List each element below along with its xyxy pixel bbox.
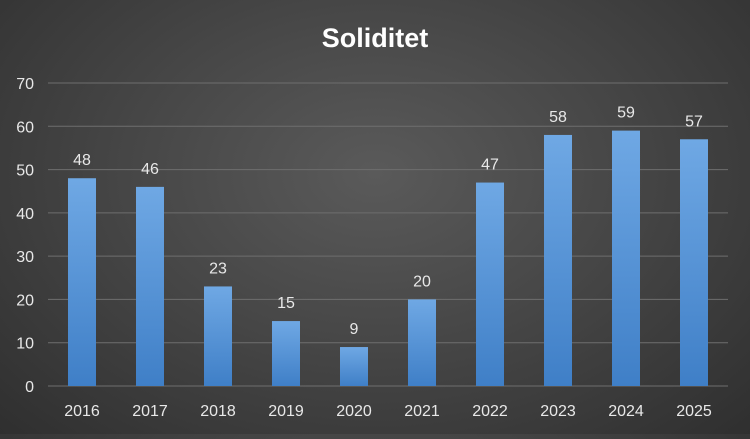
x-tick-label-2023: 2023 <box>540 403 576 420</box>
data-label-2021: 20 <box>413 273 431 290</box>
x-tick-label-2022: 2022 <box>472 403 508 420</box>
bar-2022 <box>476 182 504 386</box>
data-label-2018: 23 <box>209 260 227 277</box>
y-tick-label: 70 <box>16 76 34 93</box>
y-tick-label: 60 <box>16 119 34 136</box>
x-tick-label-2018: 2018 <box>200 403 236 420</box>
chart-title: Soliditet <box>322 23 429 53</box>
x-tick-label-2024: 2024 <box>608 403 644 420</box>
data-label-2025: 57 <box>685 113 703 130</box>
data-label-2017: 46 <box>141 161 159 178</box>
bar-2018 <box>204 286 232 386</box>
bar-2021 <box>408 299 436 386</box>
x-tick-label-2020: 2020 <box>336 403 372 420</box>
bar-2024 <box>612 130 640 386</box>
bars <box>68 130 708 386</box>
y-tick-label: 30 <box>16 249 34 266</box>
data-labels: 48 46 23 15 9 20 47 58 59 57 <box>73 105 703 338</box>
data-label-2024: 59 <box>617 105 635 122</box>
y-tick-label: 0 <box>25 379 34 396</box>
bar-2017 <box>136 186 164 386</box>
data-label-2016: 48 <box>73 152 91 169</box>
y-tick-label: 20 <box>16 292 34 309</box>
bar-2023 <box>544 134 572 386</box>
x-axis-tick-labels: 2016 2017 2018 2019 2020 2021 2022 2023 2024 2025 <box>64 403 712 420</box>
x-tick-label-2016: 2016 <box>64 403 100 420</box>
data-label-2023: 58 <box>549 109 567 126</box>
y-tick-label: 40 <box>16 206 34 223</box>
bar-2019 <box>272 321 300 386</box>
y-axis-tick-labels: 0 10 20 30 40 50 60 70 <box>16 76 34 396</box>
x-tick-label-2017: 2017 <box>132 403 168 420</box>
bar-2025 <box>680 139 708 386</box>
x-tick-label-2019: 2019 <box>268 403 304 420</box>
x-tick-label-2025: 2025 <box>676 403 712 420</box>
y-tick-label: 50 <box>16 163 34 180</box>
data-label-2020: 9 <box>350 321 359 338</box>
y-tick-label: 10 <box>16 336 34 353</box>
data-label-2019: 15 <box>277 295 295 312</box>
bar-2016 <box>68 178 96 386</box>
bar-2020 <box>340 347 368 386</box>
data-label-2022: 47 <box>481 157 499 174</box>
x-tick-label-2021: 2021 <box>404 403 440 420</box>
